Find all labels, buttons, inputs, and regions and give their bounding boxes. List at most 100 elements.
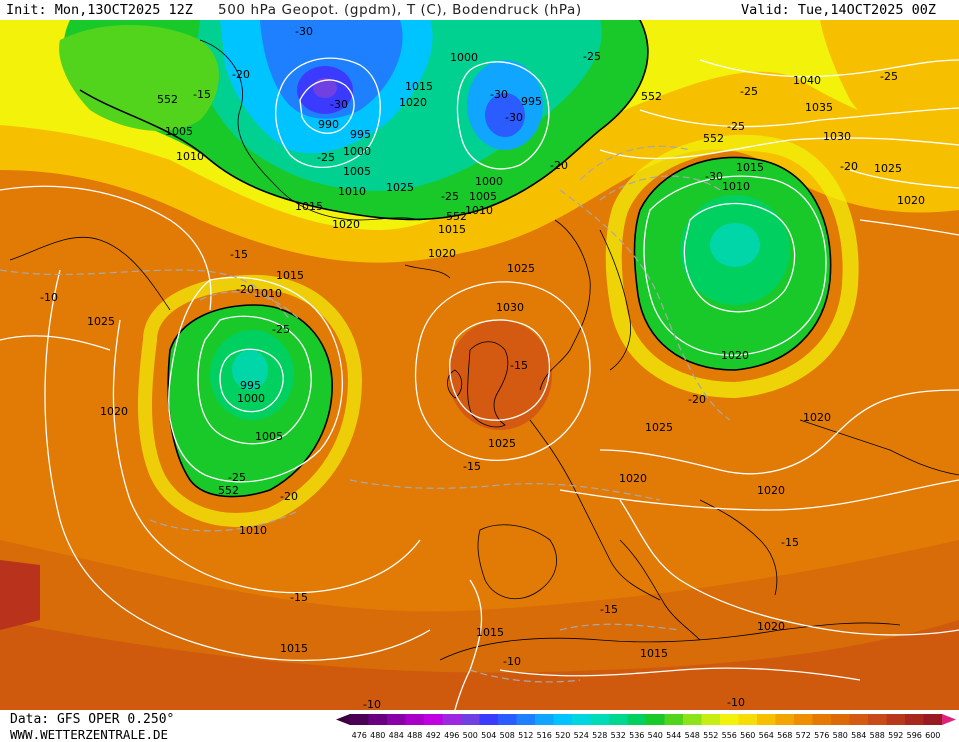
legend-swatch [461, 714, 480, 725]
legend-tick-label: 512 [518, 731, 533, 740]
label-1020-med: 1020 [757, 620, 785, 633]
field-trough-core-purple [313, 78, 337, 98]
coast-italy [619, 539, 701, 641]
isotherm-west-minus15 [0, 269, 291, 321]
label-1020-europe: 1020 [619, 472, 647, 485]
legend-tick-label: 580 [833, 731, 848, 740]
legend-tick-label: 520 [555, 731, 570, 740]
field-scandinavian-low-ring [605, 134, 859, 399]
label-1020-greenland: 1020 [332, 218, 360, 231]
weather-map: 552 552 552 552 552 1040 1035 1030 1025 … [0, 20, 959, 710]
isobar-ne-1020 [859, 219, 959, 236]
legend-tick-label: 560 [740, 731, 755, 740]
label-t-minus10-c: -10 [363, 698, 381, 710]
label-t-minus25-f: -25 [880, 70, 898, 83]
chart-header: Init: Mon,13OCT2025 12Z 500 hPa Geopot. … [0, 0, 959, 20]
label-t-minus10-d: -10 [727, 696, 745, 709]
legend-ticks: 476 480 484 488 492 496 500 504 508 512 516 520 524 5… [352, 731, 941, 740]
label-1010-iceland: 1010 [465, 204, 493, 217]
isobar-atlantic-1020 [112, 319, 421, 594]
label-t-minus15-a: -15 [193, 88, 211, 101]
legend-swatch [424, 714, 443, 725]
label-t-minus10-a: -10 [40, 291, 58, 304]
isobar-atlantic-low-outer [168, 276, 343, 483]
isotherm-europe-minus15 [349, 479, 661, 501]
label-552-nw: 552 [157, 93, 178, 106]
label-1015-africa: 1015 [640, 647, 668, 660]
isobars [0, 57, 959, 710]
isobar-second-trough [456, 61, 550, 170]
label-1020-scand: 1020 [721, 349, 749, 362]
legend-tick-label: 532 [611, 731, 626, 740]
label-t-minus25-e: -25 [740, 85, 758, 98]
label-t-minus10-b: -10 [503, 655, 521, 668]
legend-tick-label: 496 [444, 731, 459, 740]
label-1005-nw: 1005 [165, 125, 193, 138]
weather-map-svg: 552 552 552 552 552 1040 1035 1030 1025 … [0, 20, 959, 710]
legend-swatch [627, 714, 647, 725]
label-1035: 1035 [805, 101, 833, 114]
isobar-scandinavia-1015 [643, 175, 827, 356]
label-t-minus15-f: -15 [290, 591, 308, 604]
isobar-trough-995 [275, 57, 381, 168]
label-1010-scand: 1010 [722, 180, 750, 193]
label-1010-nw: 1010 [176, 150, 204, 163]
label-1015-sw: 1015 [280, 642, 308, 655]
legend-tick-label: 500 [463, 731, 478, 740]
label-t-minus15-e: -15 [781, 536, 799, 549]
isobar-uk-high-1025 [414, 281, 591, 461]
label-1010-atl: 1010 [239, 524, 267, 537]
isobar-west-1010 [0, 185, 212, 311]
legend-tick-label: 552 [703, 731, 718, 740]
coast-labrador [9, 236, 171, 311]
legend-tick-label: 584 [851, 731, 866, 740]
isobar-med-1020 [619, 499, 959, 636]
label-1015-iceland: 1015 [438, 223, 466, 236]
label-t-minus20-f: -20 [280, 490, 298, 503]
label-1020-iceland: 1020 [428, 247, 456, 260]
legend-swatch [683, 714, 702, 725]
label-1025-europe: 1025 [645, 421, 673, 434]
legend-swatch [701, 714, 721, 725]
label-1015-trough: 1015 [405, 80, 433, 93]
legend-tick-label: 484 [389, 731, 404, 740]
legend-swatch [775, 714, 795, 725]
label-552-atlantic: 552 [218, 484, 239, 497]
field-second-trough-core [485, 93, 525, 137]
legend-tick-label: 588 [870, 731, 885, 740]
data-source-label: Data: GFS OPER 0.250° [10, 712, 175, 727]
label-1025-uk-south: 1025 [488, 437, 516, 450]
isotherms [0, 145, 731, 683]
coast-north-africa [439, 622, 901, 661]
legend-swatch [553, 714, 573, 725]
label-1020-balkan: 1020 [757, 484, 785, 497]
label-1025-uk: 1025 [507, 262, 535, 275]
isobar-uk-high-1030 [449, 319, 551, 421]
legend-tick-label: 576 [814, 731, 829, 740]
isobar-atlantic-low-mid [197, 315, 312, 445]
label-t-minus20-c: -20 [840, 160, 858, 173]
coast-western-europe [529, 419, 661, 601]
isobar-scandinavia-1010 [683, 202, 796, 313]
contour-552-scandinavia [633, 156, 832, 371]
legend-swatch [646, 714, 665, 725]
label-1025-west: 1025 [87, 315, 115, 328]
legend-tick-label: 572 [796, 731, 811, 740]
legend-tick-label: 548 [685, 731, 700, 740]
label-1040: 1040 [793, 74, 821, 87]
legend-tick-label: 488 [407, 731, 422, 740]
chart-title: 500 hPa Geopot. (gpdm), T (C), Bodendruc… [218, 2, 582, 18]
coast-iceland [404, 264, 451, 279]
legend-swatch [886, 714, 906, 725]
isobar-ne-1040 [699, 59, 959, 78]
label-t-minus30-c: -30 [490, 88, 508, 101]
label-1000-trough: 1000 [343, 145, 371, 158]
isobar-ne-1025 [849, 169, 959, 189]
label-t-minus25-a: -25 [583, 50, 601, 63]
label-t-minus20-e: -20 [688, 393, 706, 406]
field-atlantic-low-ring [138, 274, 363, 527]
legend-tick-label: 476 [352, 731, 367, 740]
isotherm-scand-minus20 [559, 189, 731, 421]
label-995-second: 995 [521, 95, 542, 108]
